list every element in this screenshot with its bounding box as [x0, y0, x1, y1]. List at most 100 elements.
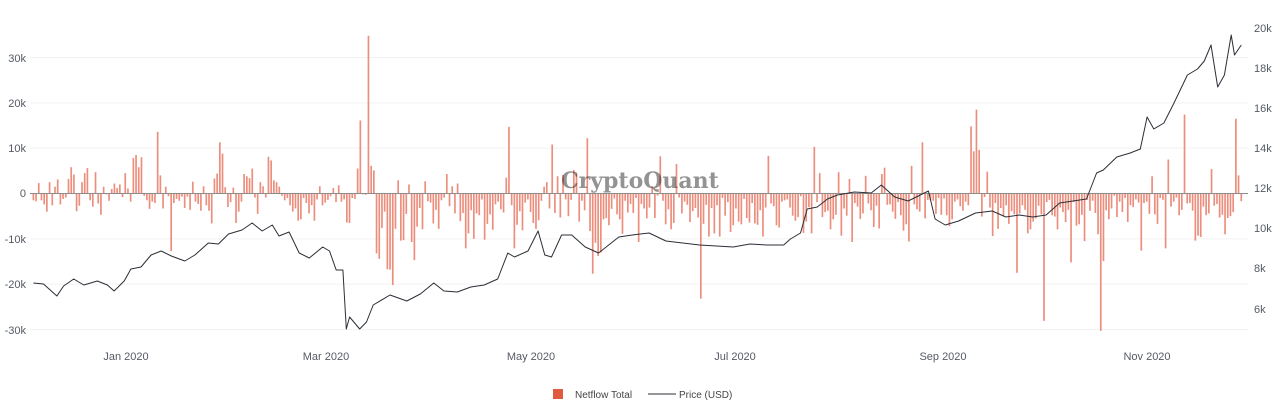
- netflow-bar: [540, 193, 543, 201]
- netflow-bar: [589, 193, 591, 232]
- netflow-bar: [516, 193, 518, 225]
- netflow-bar: [913, 193, 916, 205]
- netflow-bar: [759, 193, 762, 211]
- netflow-bar: [1156, 193, 1159, 224]
- netflow-bar: [1180, 193, 1183, 210]
- y-left-tick: 30k: [8, 53, 26, 65]
- netflow-bar: [581, 193, 583, 201]
- netflow-bar: [551, 144, 554, 194]
- netflow-bar: [1143, 193, 1145, 204]
- netflow-bar: [1102, 193, 1105, 262]
- netflow-bar: [1072, 193, 1075, 203]
- netflow-bar: [429, 193, 432, 203]
- netflow-bar: [445, 174, 448, 194]
- netflow-bar: [381, 193, 383, 228]
- netflow-bar: [935, 193, 937, 214]
- netflow-bar: [527, 193, 529, 200]
- netflow-bar: [459, 193, 462, 222]
- netflow-bar: [1132, 193, 1135, 208]
- netflow-bar: [1035, 193, 1037, 219]
- netflow-bar: [351, 193, 354, 199]
- netflow-bar: [127, 188, 129, 194]
- netflow-bar: [548, 193, 551, 209]
- netflow-bar: [594, 193, 597, 243]
- netflow-bar: [424, 181, 427, 194]
- netflow-bar: [891, 193, 894, 212]
- y-right-tick: 12k: [1254, 183, 1272, 195]
- netflow-bar: [313, 193, 316, 221]
- netflow-bar: [56, 179, 59, 194]
- netflow-bar: [872, 193, 875, 228]
- netflow-bar: [640, 193, 643, 204]
- netflow-bar: [81, 182, 83, 194]
- netflow-bar: [672, 193, 675, 223]
- netflow-bar: [510, 193, 513, 206]
- netflow-bar: [364, 193, 367, 195]
- netflow-bar: [462, 193, 464, 213]
- netflow-bar: [1110, 193, 1113, 209]
- netflow-bar: [151, 193, 154, 202]
- y-left-tick: 0: [20, 188, 26, 200]
- netflow-bar: [1191, 193, 1194, 211]
- netflow-bar: [1205, 193, 1207, 216]
- netflow-bar: [400, 193, 402, 241]
- netflow-bar: [1118, 193, 1121, 202]
- netflow-bar: [1083, 193, 1086, 242]
- netflow-bar: [100, 193, 102, 215]
- netflow-bar: [1240, 193, 1243, 202]
- y-left-tick: 20k: [8, 98, 26, 110]
- netflow-bar: [937, 193, 940, 199]
- netflow-bar: [75, 193, 78, 212]
- netflow-bar: [359, 120, 362, 194]
- netflow-bar: [716, 193, 718, 206]
- y-right-tick: 10k: [1254, 223, 1272, 235]
- netflow-bar: [1032, 193, 1035, 222]
- y-right-tick: 20k: [1254, 23, 1272, 35]
- netflow-bar: [837, 172, 840, 194]
- netflow-bar: [1105, 193, 1107, 211]
- netflow-bar: [953, 193, 956, 202]
- netflow-bar: [1151, 176, 1153, 194]
- netflow-bar: [1183, 114, 1186, 194]
- netflow-bar: [94, 172, 97, 194]
- netflow-bar: [89, 193, 91, 201]
- netflow-bar: [762, 193, 764, 237]
- netflow-bar: [978, 149, 980, 194]
- netflow-bar: [367, 35, 370, 194]
- netflow-bar: [1224, 193, 1226, 235]
- netflow-bar: [1167, 159, 1170, 194]
- netflow-bar: [59, 193, 62, 205]
- netflow-bar: [386, 193, 389, 270]
- netflow-bar: [32, 193, 35, 201]
- netflow-bar: [1081, 193, 1083, 215]
- legend-item-price[interactable]: Price (USD): [648, 390, 732, 401]
- netflow-bar: [197, 193, 200, 204]
- y-left-ticks: 30k 20k 10k 0 -10k -20k -30k: [5, 53, 27, 337]
- netflow-bar: [583, 193, 586, 211]
- netflow-bar: [1129, 193, 1132, 206]
- netflow-bar: [286, 193, 289, 199]
- netflow-bar: [1202, 193, 1205, 207]
- y-right-ticks: 20k 18k 16k 14k 12k 10k 8k 6k: [1254, 23, 1272, 316]
- netflow-bar: [1135, 193, 1137, 200]
- netflow-bar: [208, 193, 210, 211]
- netflow-bar: [664, 193, 667, 225]
- netflow-bar: [237, 193, 240, 212]
- netflow-bar: [881, 174, 883, 194]
- netflow-bar: [910, 165, 913, 194]
- netflow-bar: [826, 193, 829, 211]
- netflow-bar: [345, 193, 348, 223]
- netflow-bar: [143, 193, 145, 196]
- legend-item-netflow[interactable]: Netflow Total: [553, 389, 632, 401]
- netflow-bar: [1070, 193, 1072, 263]
- netflow-bar: [737, 193, 740, 222]
- netflow-bar: [729, 193, 732, 233]
- netflow-bar: [951, 193, 953, 220]
- netflow-bar: [108, 193, 110, 201]
- netflow-bar: [908, 193, 910, 242]
- netflow-bar: [962, 193, 964, 211]
- netflow-bar: [205, 193, 208, 206]
- netflow-bar: [1237, 175, 1240, 194]
- netflow-bar: [337, 185, 340, 194]
- netflow-bar: [437, 193, 440, 229]
